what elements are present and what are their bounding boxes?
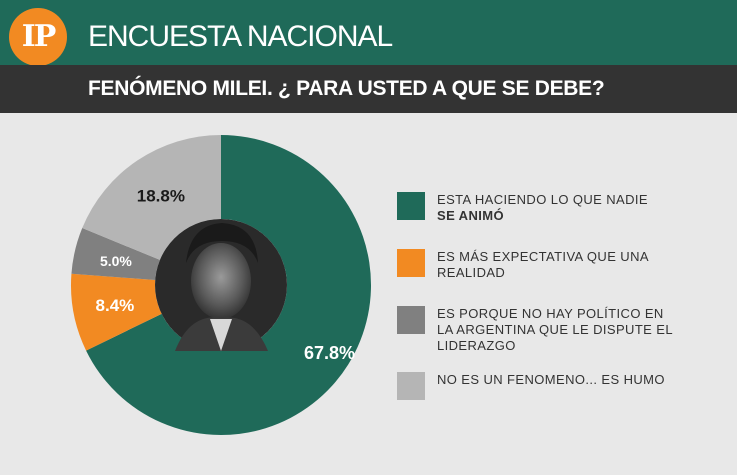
pie-slice-3 [71, 228, 160, 281]
brand-logo: IP [9, 8, 67, 66]
legend-item-3: ES PORQUE NO HAY POLÍTICO EN LA ARGENTIN… [397, 306, 677, 354]
brand-title: ENCUESTA NACIONAL [88, 20, 393, 53]
legend-label: NO ES UN FENOMENO... ES HUMO [437, 372, 665, 387]
legend-label: ESTA HACIENDO LO QUE NADIE SE ANIMÓ [437, 192, 707, 224]
legend-swatch [397, 372, 425, 400]
legend-label-bold: SE ANIMÓ [437, 208, 505, 223]
legend-item-4: NO ES UN FENOMENO... ES HUMO [397, 372, 707, 400]
pie-slice-2 [71, 273, 162, 351]
legend-label-line: ESTA HACIENDO LO QUE NADIE [437, 192, 648, 207]
legend-label: ES MÁS EXPECTATIVA QUE UNA REALIDAD [437, 249, 649, 280]
slice-value-label-3: 5.0% [100, 253, 132, 269]
pie-slice-1 [86, 135, 372, 435]
chart-question: FENÓMENO MILEI. ¿ PARA USTED A QUE SE DE… [88, 77, 605, 100]
legend-swatch [397, 249, 425, 277]
portrait-photo [155, 219, 287, 351]
legend-item-2: ES MÁS EXPECTATIVA QUE UNA REALIDAD [397, 249, 662, 281]
slice-value-label-1: 67.8% [304, 343, 355, 363]
legend-item-1: ESTA HACIENDO LO QUE NADIE SE ANIMÓ [397, 192, 707, 224]
slice-value-label-4: 18.8% [137, 186, 185, 205]
donut-chart: 67.8% 8.4% 5.0% 18.8% [71, 135, 372, 435]
legend-label: ES PORQUE NO HAY POLÍTICO EN LA ARGENTIN… [437, 306, 673, 353]
pie-slice-4 [82, 135, 221, 260]
slice-value-label-2: 8.4% [96, 296, 135, 315]
legend-swatch [397, 192, 425, 220]
legend-swatch [397, 306, 425, 334]
header-bar [0, 0, 737, 65]
question-bar [0, 65, 737, 113]
